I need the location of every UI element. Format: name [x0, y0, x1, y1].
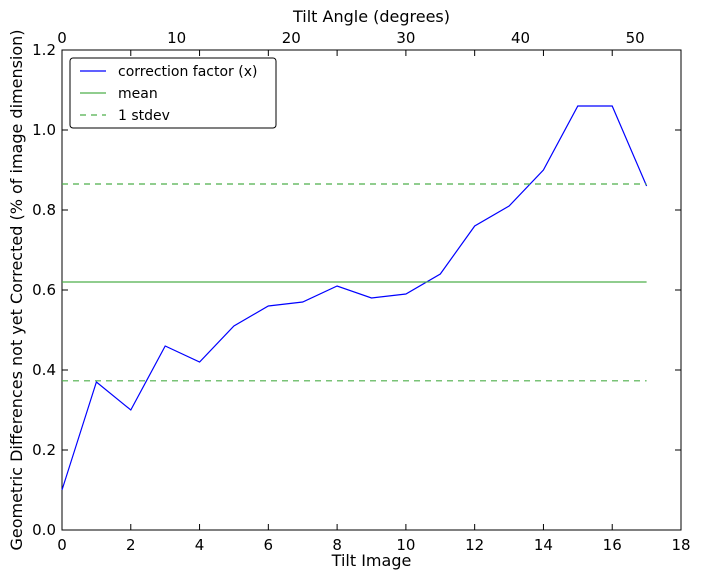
- x-tick-label-3: 6: [264, 536, 274, 554]
- y-axis-label: Geometric Differences not yet Corrected …: [7, 29, 26, 550]
- legend-label-0: correction factor (x): [118, 64, 257, 80]
- top-axis-label: Tilt Angle (degrees): [292, 7, 450, 26]
- x-tick-label-2: 4: [195, 536, 205, 554]
- axis-ticks: 0 2 4 6 8 10 12 14 16 180.00.20.40.60.81.01.20 10 2…: [32, 29, 690, 554]
- x-tick-label-9: 18: [671, 536, 690, 554]
- y-tick-label-6: 1.2: [32, 41, 56, 59]
- x-tick-label-5: 10: [396, 536, 415, 554]
- legend-box: [69, 57, 277, 129]
- data-marks: [61, 105, 648, 491]
- x-tick-label-0: 0: [57, 536, 67, 554]
- y-tick-label-2: 0.4: [32, 361, 56, 379]
- top-x-tick-label-5: 50: [626, 29, 645, 47]
- legend-label-2: 1 stdev: [118, 108, 170, 124]
- y-tick-label-4: 0.8: [32, 201, 56, 219]
- y-tick-label-3: 0.6: [32, 281, 56, 299]
- x-tick-label-4: 8: [332, 536, 342, 554]
- top-x-tick-label-0: 0: [57, 29, 67, 47]
- legend: correction factor (x) mean 1 stdev: [69, 57, 277, 129]
- x-tick-label-8: 16: [603, 536, 622, 554]
- series-line-0: [61, 105, 648, 491]
- y-tick-label-0: 0.0: [32, 521, 56, 539]
- x-tick-label-1: 2: [126, 536, 136, 554]
- y-tick-label-5: 1.0: [32, 121, 56, 139]
- x-tick-label-6: 12: [465, 536, 484, 554]
- plot-area: [61, 49, 682, 531]
- top-x-tick-label-1: 10: [167, 29, 186, 47]
- y-tick-label-1: 0.2: [32, 441, 56, 459]
- top-x-tick-label-3: 30: [396, 29, 415, 47]
- x-tick-label-7: 14: [534, 536, 553, 554]
- x-axis-label: Tilt Image: [331, 551, 412, 570]
- legend-label-1: mean: [118, 86, 158, 102]
- top-x-tick-label-4: 40: [511, 29, 530, 47]
- top-x-tick-label-2: 20: [282, 29, 301, 47]
